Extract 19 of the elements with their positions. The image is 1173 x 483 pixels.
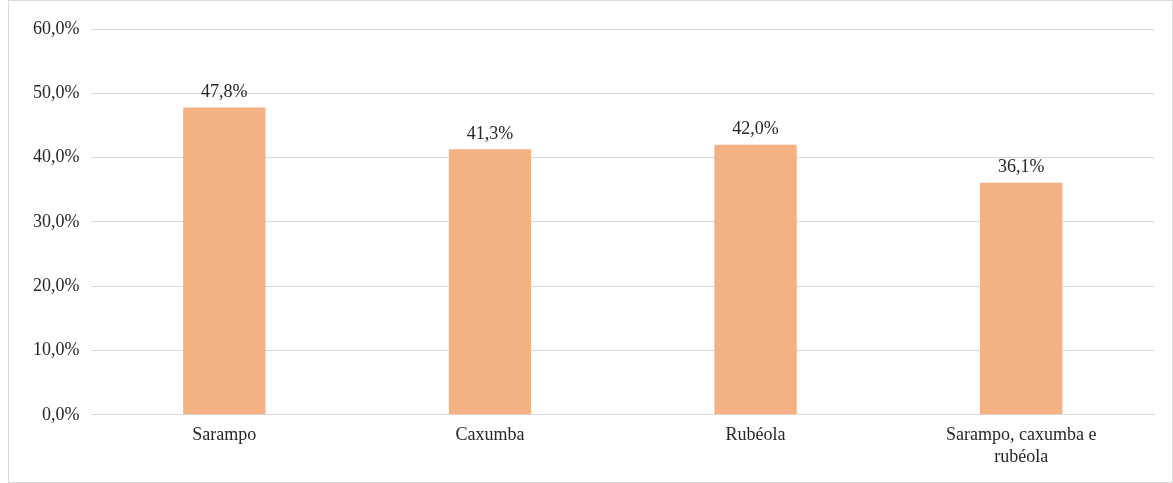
data-label: 42,0%: [732, 118, 779, 139]
y-tick-label: 10,0%: [32, 339, 80, 360]
data-label: 47,8%: [201, 81, 248, 102]
data-label: 36,1%: [997, 156, 1045, 177]
x-tick-label: Sarampo, caxumba e rubéola: [945, 424, 1097, 466]
data-label: 41,3%: [466, 122, 514, 143]
bar: [714, 144, 797, 415]
x-tick-label: Sarampo: [192, 424, 257, 445]
y-tick-label: 50,0%: [32, 82, 80, 103]
y-tick-label: 30,0%: [32, 210, 80, 231]
y-tick-label: 0,0%: [41, 403, 80, 424]
y-tick-label: 40,0%: [32, 146, 80, 167]
y-tick-label: 60,0%: [32, 17, 80, 38]
x-tick-label: Caxumba: [455, 424, 525, 445]
x-tick-label: Rubéola: [725, 424, 786, 445]
bar: [448, 149, 532, 415]
bar: [183, 107, 266, 415]
bar: [980, 182, 1063, 415]
y-tick-label: 20,0%: [32, 274, 80, 295]
